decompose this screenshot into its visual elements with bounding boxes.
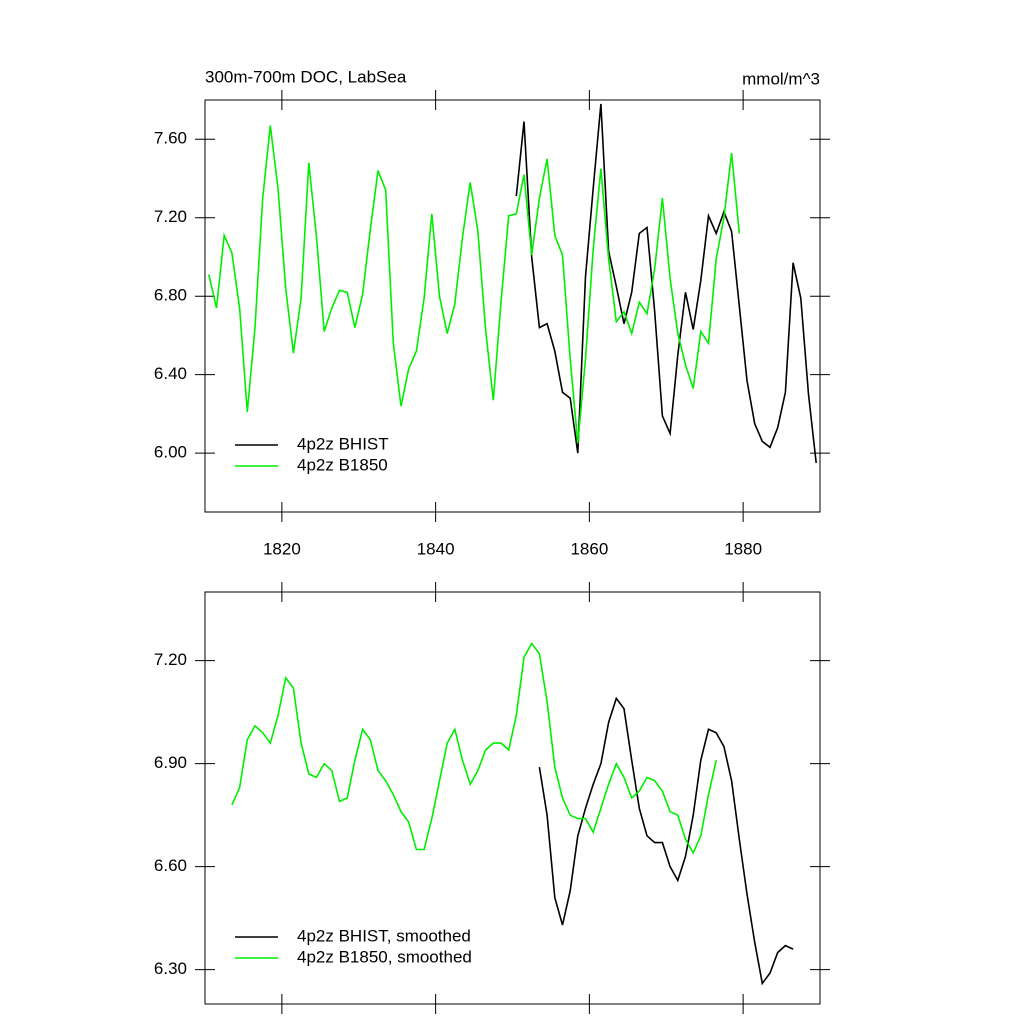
chart-title: 300m-700m DOC, LabSea (205, 67, 407, 86)
y-tick-label: 7.20 (154, 650, 187, 669)
series-line (538, 696, 794, 986)
units-label: mmol/m^3 (742, 69, 820, 88)
y-tick-label: 6.60 (154, 856, 187, 875)
legend-label: 4p2z BHIST, smoothed (297, 926, 471, 945)
y-tick-label: 6.40 (154, 364, 187, 383)
x-tick-label: 1820 (263, 539, 301, 558)
y-tick-label: 6.90 (154, 753, 187, 772)
series-line (515, 103, 817, 464)
legend-label: 4p2z B1850 (297, 455, 388, 474)
x-tick-label: 1860 (570, 539, 608, 558)
series-line (231, 642, 717, 855)
y-tick-label: 6.00 (154, 443, 187, 462)
y-tick-label: 7.20 (154, 207, 187, 226)
x-tick-label: 1840 (417, 539, 455, 558)
plot-frame (204, 99, 821, 513)
y-tick-label: 6.30 (154, 959, 187, 978)
legend-label: 4p2z BHIST (297, 434, 389, 453)
x-tick-label: 1880 (724, 539, 762, 558)
legend-label: 4p2z B1850, smoothed (297, 947, 472, 966)
y-tick-label: 6.80 (154, 286, 187, 305)
plot-frame (204, 591, 821, 1005)
series-line (208, 125, 741, 444)
y-tick-label: 7.60 (154, 129, 187, 148)
